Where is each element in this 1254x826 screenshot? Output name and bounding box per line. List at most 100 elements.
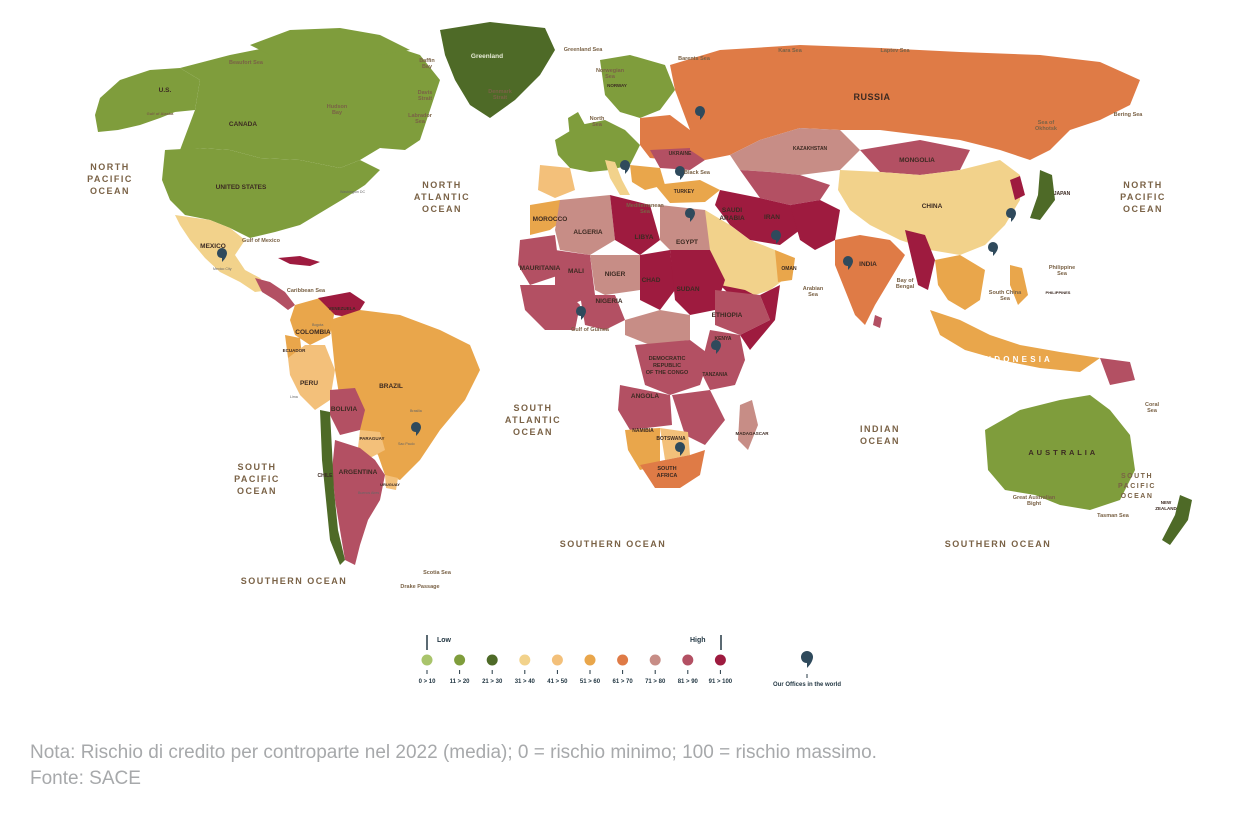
- office-marker-icon[interactable]: [685, 208, 695, 222]
- region-arctic-islands: [250, 28, 410, 55]
- legend-offices-label: Our Offices in the world: [773, 682, 841, 688]
- legend-bin-label: 41 > 50: [547, 679, 568, 685]
- office-marker-icon[interactable]: [695, 106, 705, 120]
- region-chile: [320, 410, 345, 565]
- country-label-mongolia: MONGOLIA: [899, 157, 935, 164]
- country-label-philippines: PHILIPPINES: [1046, 290, 1071, 295]
- note-line: Nota: Rischio di credito per controparte…: [30, 742, 877, 763]
- office-marker-icon[interactable]: [1006, 208, 1016, 222]
- country-label-chad: CHAD: [642, 277, 661, 284]
- legend-swatch: [649, 654, 661, 666]
- office-markers: [217, 106, 1016, 456]
- region-japan: [1030, 170, 1055, 220]
- legend-bin-label: 51 > 60: [580, 679, 601, 685]
- region-angola: [618, 385, 672, 430]
- country-label-kenya: KENYA: [714, 336, 731, 342]
- country-label-saudi-arabia: SAUDI ARABIA: [719, 207, 745, 222]
- sea-label: Philippine Sea: [1049, 265, 1075, 277]
- country-label-kazakhstan: KAZAKHSTAN: [793, 146, 828, 152]
- ocean-label: SOUTHERN OCEAN: [945, 539, 1052, 549]
- region-argentina: [332, 440, 385, 565]
- city-label: Sao Paulo: [398, 442, 415, 446]
- ocean-label: NORTH PACIFIC OCEAN: [1120, 180, 1166, 214]
- source-line: Fonte: SACE: [30, 768, 141, 789]
- country-label-russia: RUSSIA: [853, 92, 890, 102]
- legend-bin-label: 11 > 20: [450, 679, 471, 685]
- legend-bin-label: 71 > 80: [645, 679, 666, 685]
- country-label-botswana: BOTSWANA: [656, 436, 686, 442]
- office-marker-icon[interactable]: [675, 442, 685, 456]
- country-label-libya: LIBYA: [635, 234, 654, 241]
- country-label-bolivia: BOLIVIA: [331, 406, 358, 413]
- legend-low-label: Low: [437, 637, 452, 644]
- office-marker-icon[interactable]: [711, 340, 721, 354]
- region-myanmar: [905, 230, 935, 290]
- region-central-africa: [625, 310, 690, 345]
- sea-label: Baffin Bay: [419, 58, 435, 70]
- country-label-south-africa: SOUTH AFRICA: [657, 466, 678, 479]
- office-marker-icon[interactable]: [988, 242, 998, 256]
- ocean-label: NORTH ATLANTIC OCEAN: [414, 180, 470, 214]
- country-label-us-alaska: U.S.: [159, 87, 172, 94]
- office-marker-icon[interactable]: [217, 248, 227, 262]
- region-balkans: [630, 165, 665, 190]
- legend-bins: 0 > 10 11 > 20 21 > 30 31 > 40 41 > 50 51 > 6…: [419, 654, 733, 685]
- region-nigeria: [580, 295, 625, 330]
- city-label: Mexico City: [213, 267, 232, 271]
- country-label-ethiopia: ETHIOPIA: [712, 312, 743, 319]
- region-philippines: [1010, 265, 1028, 305]
- office-marker-icon[interactable]: [576, 306, 586, 320]
- legend-swatch: [617, 654, 629, 666]
- legend-bin-label: 61 > 70: [613, 679, 634, 685]
- office-marker-icon[interactable]: [675, 166, 685, 180]
- sea-label: Caribbean Sea: [287, 288, 326, 294]
- country-label-peru: PERU: [300, 380, 318, 387]
- region-central-america: [255, 278, 295, 310]
- legend-swatch: [714, 654, 726, 666]
- office-marker-icon[interactable]: [620, 160, 630, 174]
- country-label-mauritania: MAURITANIA: [520, 265, 561, 272]
- region-niger: [590, 255, 640, 295]
- ocean-label: SOUTH ATLANTIC OCEAN: [505, 403, 561, 437]
- ocean-label: SOUTHERN OCEAN: [560, 539, 667, 549]
- city-label: Lima: [290, 395, 298, 399]
- sea-label: Sea of Okhotsk: [1035, 120, 1058, 132]
- country-label-namibia: NAMIBIA: [632, 428, 654, 434]
- country-label-indonesia: I N D O N E S I A: [980, 355, 1050, 364]
- country-label-argentina: ARGENTINA: [339, 469, 378, 476]
- legend-swatch: [421, 654, 433, 666]
- office-marker-icon[interactable]: [771, 230, 781, 244]
- country-label-china: CHINA: [922, 203, 943, 210]
- map-legend: Low High 0 > 10 11 > 20 21 > 30 31 > 40 41 >…: [405, 630, 865, 700]
- office-marker-icon[interactable]: [411, 422, 421, 436]
- sea-label: Bering Sea: [1114, 112, 1144, 118]
- country-label-mexico: MEXICO: [200, 243, 226, 250]
- region-cuba: [278, 256, 320, 266]
- country-label-australia: A U S T R A L I A: [1028, 448, 1095, 457]
- region-sri-lanka: [873, 315, 882, 328]
- legend-swatch: [551, 654, 563, 666]
- region-turkey: [655, 180, 720, 203]
- region-uk: [568, 112, 585, 140]
- footnote: Nota: Rischio di credito per controparte…: [30, 740, 877, 792]
- region-somalia: [740, 285, 780, 350]
- sea-label: Coral Sea: [1145, 402, 1160, 414]
- region-west-africa: [520, 285, 580, 330]
- region-drc: [635, 340, 710, 395]
- region-ethiopia: [715, 290, 770, 335]
- city-label: Buenos Aires: [358, 491, 379, 495]
- sea-label: Gulf of Alaska: [147, 111, 175, 116]
- ocean-label: SOUTHERN OCEAN: [241, 576, 348, 586]
- region-sudan: [670, 250, 725, 315]
- legend-swatch: [454, 654, 466, 666]
- country-label-chile: CHILE: [318, 473, 334, 479]
- ocean-label: SOUTH PACIFIC OCEAN: [1118, 473, 1156, 500]
- region-algeria: [555, 195, 615, 255]
- region-india: [835, 235, 905, 325]
- region-botswana: [660, 428, 690, 460]
- office-marker-icon[interactable]: [843, 256, 853, 270]
- region-central-asia: [740, 170, 830, 205]
- country-label-sudan: SUDAN: [676, 286, 699, 293]
- world-risk-map: NORTH PACIFIC OCEAN NORTH PACIFIC OCEAN NORT…: [87, 22, 1192, 590]
- country-label-mali: MALI: [568, 268, 584, 275]
